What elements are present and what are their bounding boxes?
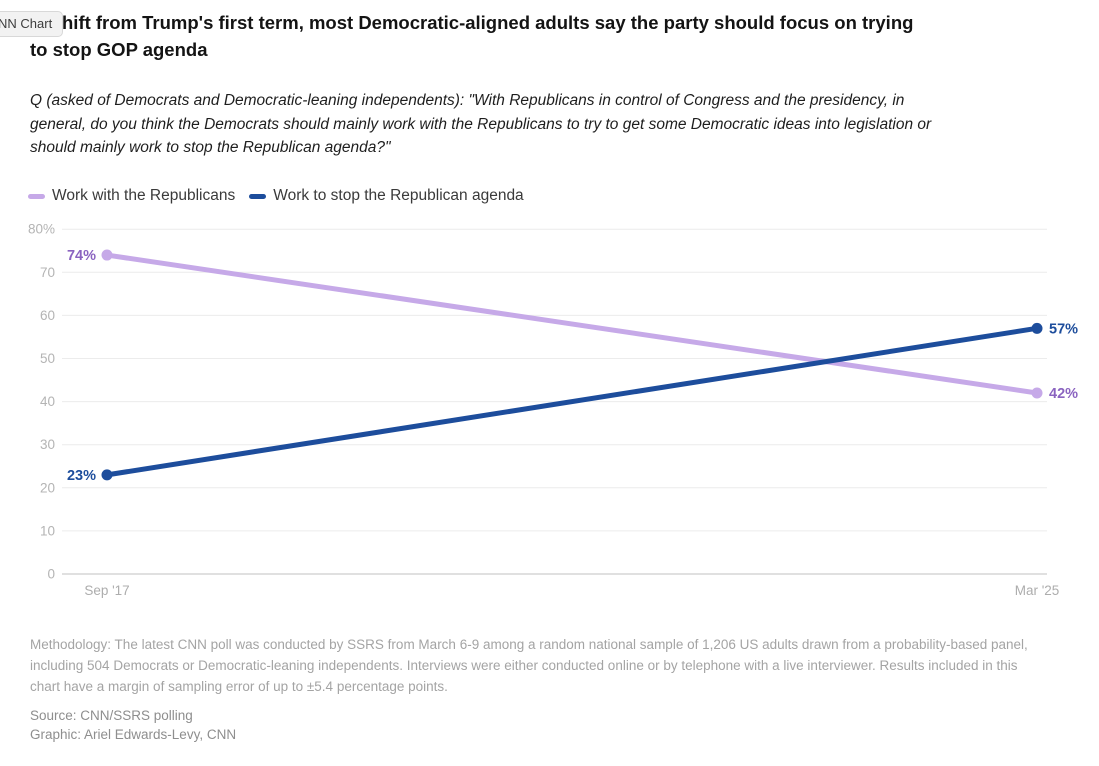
- y-tick-label: 50: [40, 351, 55, 366]
- y-tick-label: 40: [40, 394, 55, 409]
- page-title-line-1: hift from Trump's first term, most Democ…: [62, 12, 914, 33]
- y-tick-label: 60: [40, 308, 55, 323]
- y-tick-label: 30: [40, 437, 55, 452]
- y-tick-label: 10: [40, 523, 55, 538]
- chart-area: 0 10 20 30 40 50 60 70 80% Sep '17 Mar '25 74% 42% 23…: [0, 210, 1099, 610]
- question-subtitle: Q (asked of Democrats and Democratic-lea…: [30, 89, 931, 160]
- data-point-dot: [1031, 387, 1043, 399]
- methodology-line: including 504 Democrats or Democratic-le…: [30, 658, 1018, 673]
- legend-swatch-blue: [249, 193, 267, 199]
- source-credit: Source: CNN/SSRS polling: [30, 708, 193, 723]
- methodology-line: chart have a margin of sampling error of…: [30, 679, 448, 694]
- x-tick-label: Sep '17: [84, 583, 129, 598]
- page-title-line-2: to stop GOP agenda: [30, 39, 208, 60]
- chart-badge: NN Chart: [0, 11, 64, 37]
- methodology-note: Methodology: The latest CNN poll was con…: [30, 634, 1028, 697]
- legend-item-work-with-republicans: Work with the Republicans: [28, 187, 235, 205]
- legend-label: Work to stop the Republican agenda: [273, 187, 524, 204]
- series-line: [104, 325, 1040, 478]
- y-tick-label: 80%: [28, 222, 55, 237]
- data-point-label: 57%: [1049, 321, 1078, 337]
- data-point-label: 23%: [67, 468, 96, 484]
- question-line: Q (asked of Democrats and Democratic-lea…: [30, 92, 905, 109]
- methodology-line: Methodology: The latest CNN poll was con…: [30, 637, 1028, 652]
- y-tick-label: 20: [40, 480, 55, 495]
- data-point-label: 74%: [67, 248, 96, 264]
- data-point-dot: [1031, 322, 1043, 334]
- legend-swatch-purple: [28, 193, 45, 199]
- chart-legend: Work with the Republicans Work to stop t…: [28, 187, 524, 205]
- data-point-dot: [101, 469, 113, 481]
- legend-item-stop-republican-agenda: Work to stop the Republican agenda: [249, 187, 524, 205]
- question-line: general, do you think the Democrats shou…: [30, 115, 932, 133]
- y-tick-label: 0: [47, 567, 55, 582]
- data-point-dot: [101, 249, 113, 261]
- x-tick-label: Mar '25: [1015, 583, 1060, 598]
- line-chart: 0 10 20 30 40 50 60 70 80% Sep '17 Mar '25 74% 42% 23…: [28, 222, 1078, 598]
- data-point-label: 42%: [1049, 386, 1078, 402]
- graphic-credit: Graphic: Ariel Edwards-Levy, CNN: [30, 727, 237, 742]
- legend-label: Work with the Republicans: [52, 187, 236, 204]
- y-tick-label: 70: [40, 265, 55, 280]
- series-line: [104, 252, 1040, 396]
- question-line: should mainly work to stop the Republica…: [30, 139, 391, 156]
